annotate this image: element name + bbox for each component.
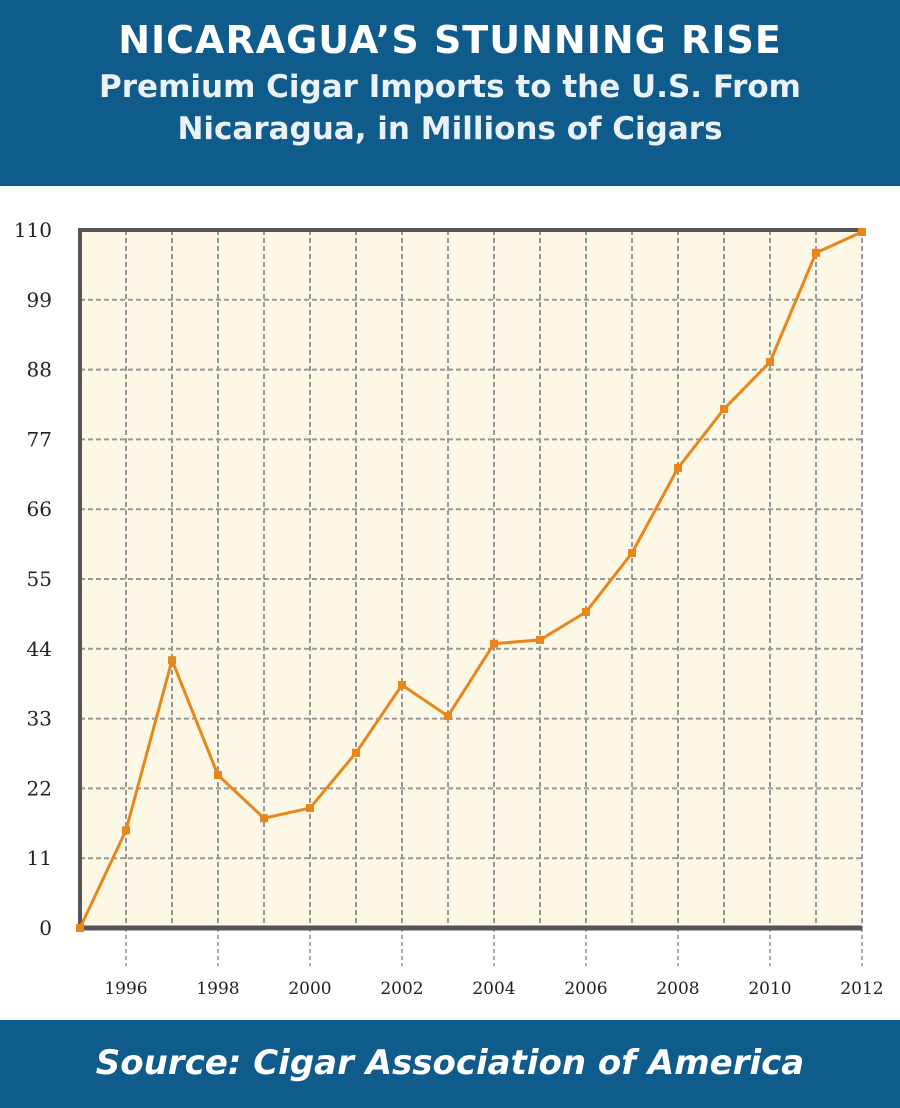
chart-subtitle-line1: Premium Cigar Imports to the U.S. From (99, 69, 801, 105)
y-tick-label: 55 (27, 567, 52, 591)
data-point (858, 227, 866, 236)
x-tick-label: 1998 (196, 979, 239, 999)
y-tick-label: 22 (27, 776, 52, 800)
line-chart: 0 11 22 33 44 55 66 77 88 99 110 1996 1998 2000 2002 20… (14, 218, 884, 999)
data-point (536, 635, 544, 644)
data-point (582, 607, 590, 616)
y-tick-label: 11 (27, 846, 52, 870)
data-point (674, 463, 682, 472)
data-point (490, 639, 498, 648)
x-tick-label: 2002 (380, 979, 423, 999)
series-line (78, 230, 863, 929)
chart-header: NICARAGUA’S STUNNING RISE Premium Cigar … (0, 0, 900, 186)
x-tick-label: 2010 (748, 979, 791, 999)
chart-title: NICARAGUA’S STUNNING RISE (118, 18, 782, 62)
data-point (260, 814, 268, 823)
chart-subtitle-line2: Nicaragua, in Millions of Cigars (177, 111, 723, 147)
x-tick-label: 2006 (564, 979, 607, 999)
y-tick-label: 110 (14, 218, 52, 242)
data-point (766, 357, 774, 366)
data-point (168, 656, 176, 665)
y-tick-label: 77 (27, 427, 52, 451)
y-tick-label: 0 (39, 916, 52, 940)
x-tick-label: 2000 (288, 979, 331, 999)
data-point (214, 771, 222, 780)
data-point (812, 248, 820, 257)
data-point (76, 924, 84, 932)
y-tick-label: 88 (27, 358, 52, 382)
x-tick-label: 1996 (104, 979, 147, 999)
data-point (628, 548, 636, 557)
data-point (306, 804, 314, 813)
source-footer: Source: Cigar Association of America (0, 1020, 900, 1108)
plot-frame (78, 228, 862, 928)
x-tick-label: 2012 (840, 979, 883, 999)
data-point (122, 826, 130, 835)
data-point (444, 712, 452, 721)
x-tick-label: 2004 (472, 979, 515, 999)
data-point (352, 748, 360, 757)
y-tick-label: 33 (27, 707, 52, 731)
data-point (398, 680, 406, 689)
y-tick-label: 99 (27, 288, 52, 312)
y-tick-label: 44 (27, 637, 52, 661)
x-tick-label: 2008 (656, 979, 699, 999)
y-tick-label: 66 (27, 497, 52, 521)
data-point (720, 404, 728, 413)
